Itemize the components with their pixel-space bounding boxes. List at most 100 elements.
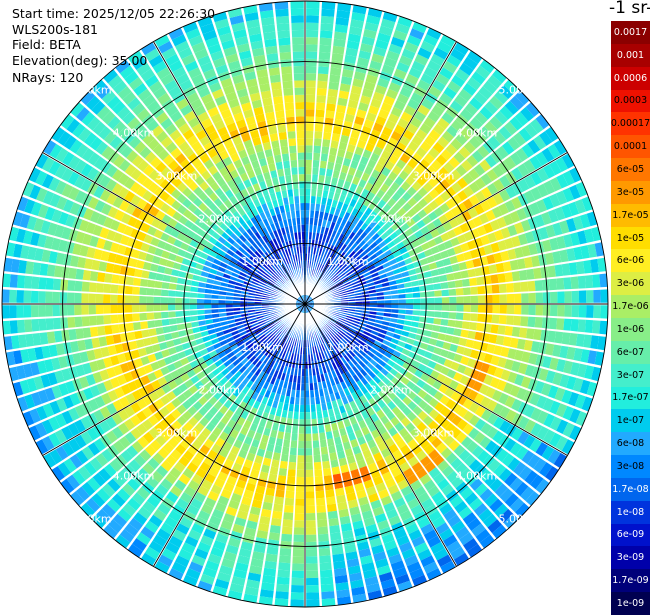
beta-gate [294, 535, 305, 543]
beta-gate [306, 563, 318, 571]
beta-gate [169, 283, 177, 290]
beta-gate [110, 295, 117, 304]
beta-gate [413, 304, 420, 309]
beta-gate [306, 167, 312, 174]
beta-gate [321, 153, 328, 161]
beta-gate [514, 305, 521, 315]
beta-gate [320, 570, 333, 578]
beta-gate [449, 297, 456, 304]
beta-gate [322, 139, 330, 147]
beta-gate [456, 296, 463, 303]
beta-gate [24, 276, 32, 289]
beta-gate [306, 506, 315, 513]
beta-gate [593, 305, 601, 318]
beta-gate [329, 82, 340, 90]
beta-gate [271, 518, 282, 526]
beta-gate [324, 125, 333, 133]
beta-gate [306, 571, 318, 579]
beta-gate [585, 320, 593, 333]
beta-gate [10, 320, 18, 333]
beta-gate [306, 585, 319, 593]
beta-gate [505, 326, 513, 336]
beta-gate [306, 131, 314, 138]
beta-gate [139, 313, 147, 321]
beta-gate [103, 284, 111, 293]
beta-gate [125, 314, 133, 322]
beta-gate [475, 332, 484, 341]
beta-gate [313, 153, 320, 161]
beta-gate [441, 282, 449, 289]
beta-gate [147, 313, 155, 321]
beta-gate [190, 298, 197, 303]
beta-gate [318, 66, 329, 74]
beta-gate [312, 174, 318, 182]
beta-gate [306, 427, 312, 434]
beta-gate [110, 305, 117, 314]
beta-gate [317, 519, 327, 527]
beta-gate [168, 290, 176, 297]
beta-gate [134, 269, 143, 278]
beta-gate [168, 305, 175, 311]
beta-gate [295, 513, 305, 520]
beta-gate [306, 477, 314, 485]
beta-gate [512, 271, 520, 281]
beta-gate [520, 282, 528, 292]
beta-gate [462, 279, 470, 287]
beta-gate [320, 562, 332, 570]
beta-gate [274, 497, 284, 505]
beta-gate [492, 295, 499, 304]
beta-gate [330, 532, 341, 541]
beta-gate [314, 131, 322, 139]
beta-gate [161, 297, 168, 304]
beta-gate [326, 497, 336, 505]
beta-gate [16, 305, 24, 318]
beta-gate [277, 577, 290, 585]
beta-gate [24, 290, 32, 303]
beta-gate [293, 549, 304, 557]
beta-gate [54, 331, 63, 343]
beta-gate [316, 95, 326, 103]
beta-gate [321, 591, 334, 599]
beta-gate [456, 313, 464, 321]
beta-gate [315, 124, 323, 132]
beta-gate [60, 292, 67, 303]
beta-gate [276, 584, 289, 592]
beta-gate [306, 491, 315, 498]
beta-gate [306, 1, 319, 9]
beta-gate [536, 305, 544, 316]
beta-gate [265, 554, 277, 563]
beta-gate [306, 109, 315, 116]
beta-gate [125, 286, 133, 294]
beta-gate [477, 286, 485, 294]
beta-gate [321, 9, 334, 17]
beta-gate [316, 505, 326, 513]
beta-gate [600, 305, 608, 318]
beta-gate [140, 321, 148, 329]
beta-gate [464, 305, 471, 312]
beta-gate [306, 441, 313, 448]
beta-gate [314, 469, 322, 477]
beta-gate [300, 405, 305, 412]
beta-gate [499, 284, 507, 293]
beta-gate [162, 282, 170, 289]
beta-gate [39, 319, 47, 331]
beta-gate [81, 305, 88, 315]
beta-gate [17, 275, 25, 288]
beta-gate [125, 305, 133, 313]
beta-gate [292, 556, 304, 564]
beta-gate [321, 447, 328, 455]
beta-gate [498, 325, 506, 335]
beta-gate [74, 305, 82, 315]
beta-gate [132, 287, 140, 295]
beta-gate [141, 270, 149, 278]
beta-gate [305, 405, 310, 412]
beta-gate [132, 305, 139, 313]
beta-gate [96, 305, 103, 314]
beta-gate [470, 313, 478, 321]
beta-gate [267, 546, 279, 555]
beta-gate [316, 102, 325, 110]
beta-gate [579, 290, 587, 303]
beta-gate [313, 160, 320, 168]
beta-gate [442, 305, 449, 312]
beta-gate [297, 455, 304, 462]
